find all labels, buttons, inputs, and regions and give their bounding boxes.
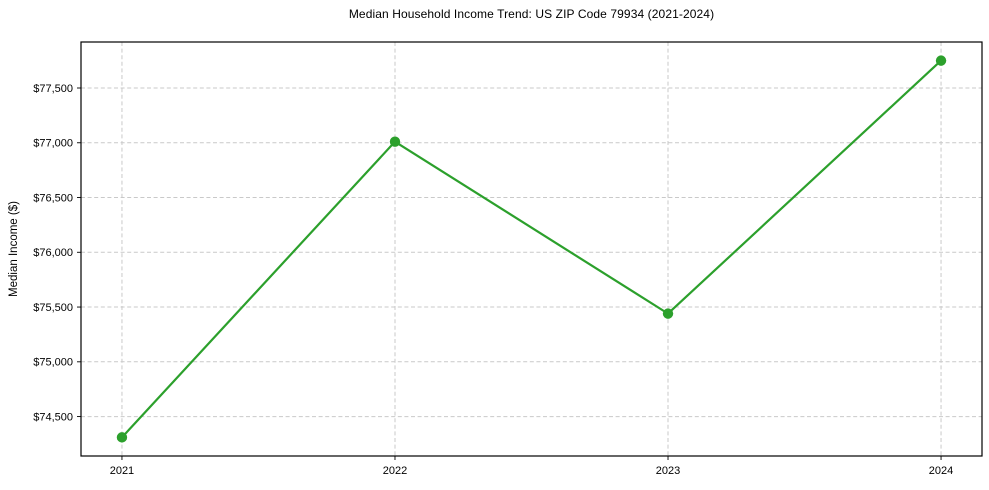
data-point-marker bbox=[389, 136, 401, 147]
y-tick-label: $76,000 bbox=[33, 247, 73, 259]
plot-frame bbox=[80, 41, 983, 457]
y-tick-label: $76,500 bbox=[33, 192, 73, 204]
y-tick-label: $77,500 bbox=[33, 83, 73, 95]
x-tick-label: 2023 bbox=[656, 465, 680, 477]
x-tick-label: 2022 bbox=[383, 465, 407, 477]
y-tick-label: $74,500 bbox=[33, 411, 73, 423]
chart-title: Median Household Income Trend: US ZIP Co… bbox=[348, 7, 715, 21]
y-tick-label: $77,000 bbox=[33, 138, 73, 150]
data-point-marker bbox=[935, 55, 947, 66]
y-tick-label: $75,500 bbox=[33, 302, 73, 314]
y-tick-label: $75,000 bbox=[33, 357, 73, 369]
trend-line bbox=[120, 59, 943, 439]
data-point-marker bbox=[116, 432, 128, 443]
x-tick-label: 2024 bbox=[929, 465, 953, 477]
data-point-marker bbox=[662, 308, 674, 319]
x-tick-label: 2021 bbox=[110, 465, 134, 477]
